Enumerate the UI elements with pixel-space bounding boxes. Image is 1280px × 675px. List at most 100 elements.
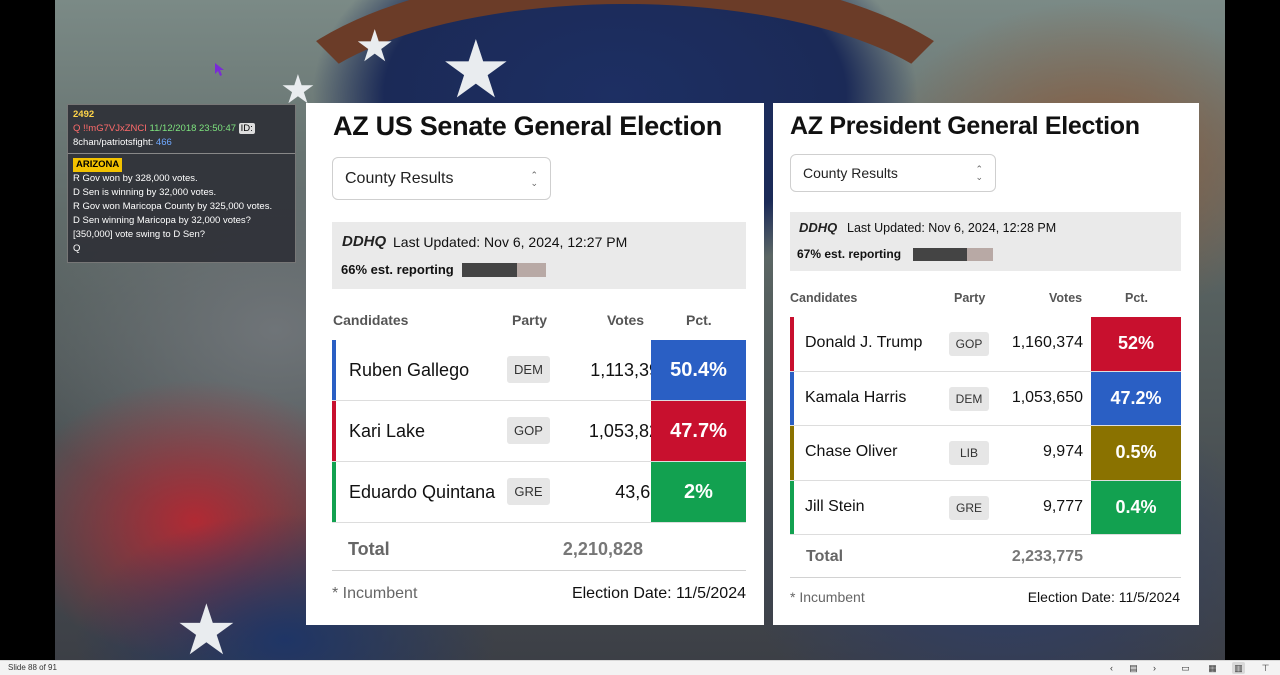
presentation-stage: ★ ★ ★ ★ 2492 Q !!mG7VJxZNCI 11/12/2018 2… (55, 0, 1225, 660)
vote-count: 9,974 (1042, 443, 1083, 460)
updown-chevron-icon: ⌃ ⌄ (975, 164, 983, 182)
note-line: R Gov won Maricopa County by 325,000 vot… (73, 201, 273, 212)
author-label: Q (73, 123, 81, 134)
post-date: 11/12/2018 23:50:47 (149, 123, 237, 134)
vote-count: 1,053,650 (1011, 388, 1083, 406)
party-color-stripe (790, 317, 794, 371)
party-badge: GOP (949, 332, 989, 356)
reading-view-icon[interactable]: ▥ (1232, 662, 1245, 674)
column-header-pct: Pct. (1125, 291, 1148, 305)
party-badge: GRE (949, 495, 989, 520)
total-votes: 2,210,828 (562, 539, 643, 559)
candidate-row: Chase Oliver LIB 9,974 0.5% (790, 426, 1181, 481)
incumbent-note: * Incumbent (332, 585, 418, 602)
candidate-row: Donald J. Trump GOP 1,160,374 52% (790, 317, 1181, 372)
prev-slide-icon[interactable]: ‹ (1110, 663, 1113, 673)
hat-brim-shape (245, 0, 1005, 310)
divider (68, 153, 295, 154)
party-color-stripe (790, 480, 794, 534)
candidate-name: Jill Stein (805, 497, 865, 515)
president-results-card: AZ President General Election County Res… (773, 103, 1199, 625)
county-results-dropdown[interactable]: County Results ⌃ ⌄ (332, 157, 551, 200)
candidate-row: Eduardo Quintana GRE 43,611 2% (332, 462, 746, 523)
county-results-dropdown[interactable]: County Results ⌃ ⌄ (790, 154, 996, 192)
vote-percentage: 0.4% (1091, 480, 1181, 534)
vote-percentage: 2% (651, 462, 746, 522)
candidate-name: Donald J. Trump (805, 334, 923, 351)
vote-percentage: 52% (1091, 317, 1181, 371)
ddhq-logo: DDHQ (799, 220, 838, 235)
star-decoration: ★ (440, 23, 512, 116)
id-label: ID: (238, 123, 255, 134)
party-color-stripe (332, 462, 336, 522)
candidate-row: Ruben Gallego DEM 1,113,390 50.4% (332, 340, 746, 401)
party-badge: DEM (949, 386, 989, 411)
total-votes: 2,233,775 (1011, 548, 1083, 565)
last-updated-text: Last Updated: Nov 6, 2024, 12:28 PM (847, 221, 1057, 235)
vote-count: 1,113,390 (590, 360, 669, 380)
dropdown-value: County Results (345, 169, 454, 187)
note-line: D Sen is winning by 32,000 votes. (73, 187, 217, 198)
party-badge: DEM (507, 356, 550, 383)
party-color-stripe (332, 340, 336, 400)
update-status-panel: DDHQ Last Updated: Nov 6, 2024, 12:28 PM… (790, 212, 1181, 271)
updown-chevron-icon: ⌃ ⌄ (530, 169, 538, 188)
party-badge: GRE (507, 478, 550, 505)
star-decoration: ★ (355, 21, 395, 72)
candidate-name: Kamala Harris (805, 388, 907, 406)
star-decoration: ★ (175, 589, 238, 660)
card-title: AZ President General Election (790, 112, 1140, 140)
reporting-progress-fill (913, 248, 967, 261)
vote-count: 9,777 (1042, 497, 1083, 515)
candidate-name: Kari Lake (349, 421, 426, 441)
note-line: Q (73, 243, 81, 254)
total-label: Total (806, 548, 844, 565)
dropdown-value: County Results (803, 165, 898, 181)
note-line: D Sen winning Maricopa by 32,000 votes? (73, 215, 251, 226)
party-color-stripe (790, 426, 794, 480)
reporting-text: 67% est. reporting (797, 247, 902, 261)
candidate-name: Ruben Gallego (349, 360, 470, 380)
last-updated-text: Last Updated: Nov 6, 2024, 12:27 PM (393, 234, 628, 250)
column-header-candidates: Candidates (790, 291, 858, 305)
column-header-votes: Votes (607, 312, 645, 328)
slide-sorter-icon[interactable]: ▦ (1208, 663, 1217, 673)
vote-percentage: 50.4% (651, 340, 746, 400)
card-title: AZ US Senate General Election (333, 111, 722, 141)
total-label: Total (348, 539, 390, 559)
status-bar: Slide 88 of 91 ‹ ▤ › ▭ ▦ ▥ ⊤ (0, 660, 1280, 675)
column-header-candidates: Candidates (333, 312, 409, 328)
candidate-row: Kamala Harris DEM 1,053,650 47.2% (790, 371, 1181, 426)
divider (790, 577, 1181, 578)
normal-view-icon[interactable]: ▭ (1181, 663, 1190, 673)
tripcode: !!mG7VJxZNCI (83, 123, 147, 134)
next-slide-icon[interactable]: › (1153, 663, 1156, 673)
slideshow-icon[interactable]: ⊤ (1261, 663, 1270, 673)
reporting-progress-fill (462, 263, 518, 277)
column-header-votes: Votes (1049, 291, 1083, 305)
candidate-row: Jill Stein GRE 9,777 0.4% (790, 480, 1181, 535)
notes-icon[interactable]: ▤ (1129, 663, 1138, 673)
candidate-name: Chase Oliver (805, 443, 898, 460)
reporting-progress-bar (462, 263, 546, 277)
vote-percentage: 0.5% (1091, 426, 1181, 480)
candidate-name: Eduardo Quintana (349, 482, 496, 502)
party-color-stripe (332, 401, 336, 461)
candidate-row: Kari Lake GOP 1,053,827 47.7% (332, 401, 746, 462)
column-header-party: Party (512, 312, 548, 328)
party-color-stripe (790, 371, 794, 425)
divider (332, 570, 746, 571)
election-date: Election Date: 11/5/2024 (571, 585, 746, 602)
party-badge: GOP (507, 417, 550, 444)
reporting-progress-bar (913, 248, 993, 261)
party-badge: LIB (949, 441, 989, 465)
vote-percentage: 47.7% (651, 401, 746, 461)
incumbent-note: * Incumbent (790, 589, 865, 605)
post-number: 2492 (73, 109, 95, 120)
slide-indicator: Slide 88 of 91 (8, 663, 57, 672)
reporting-text: 66% est. reporting (341, 262, 454, 277)
vote-count: 1,053,827 (588, 421, 669, 441)
note-line: [350,000] vote swing to D Sen? (73, 229, 206, 240)
ddhq-logo: DDHQ (342, 233, 387, 250)
column-header-party: Party (954, 291, 986, 305)
